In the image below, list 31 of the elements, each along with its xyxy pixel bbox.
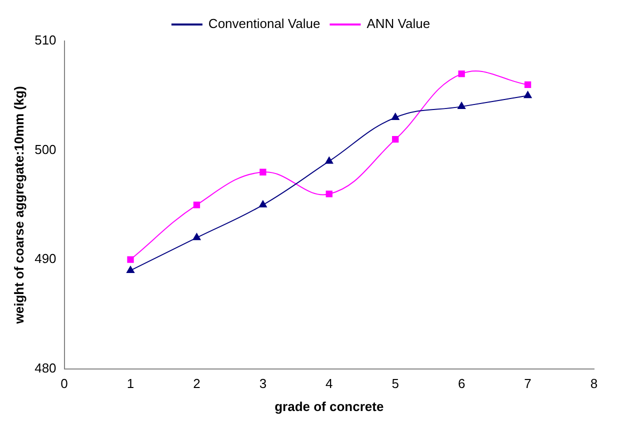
y-axis-title: weight of coarse aggregate:10mm (kg) (11, 86, 26, 325)
point (392, 136, 399, 143)
x-tick-label: 5 (392, 376, 399, 392)
x-tick-label: 6 (458, 376, 466, 392)
x-tick-label: 1 (126, 376, 134, 392)
point (326, 190, 332, 198)
y-tick-label: 480 (34, 360, 56, 376)
y-tick-label: 510 (34, 32, 56, 48)
x-tick-label: 8 (590, 376, 598, 392)
point (192, 233, 201, 240)
x-tick-label: 3 (259, 376, 267, 392)
legend-label: Conventional Value (208, 16, 320, 32)
point (325, 156, 334, 164)
point (391, 112, 400, 120)
x-tick-label: 0 (60, 376, 68, 392)
point (458, 70, 465, 78)
point (258, 200, 267, 208)
x-axis-title: grade of concrete (274, 398, 384, 414)
y-tick-label: 490 (34, 251, 56, 266)
x-tick-label: 2 (193, 376, 200, 392)
legend-label: ANN Value (366, 16, 430, 32)
point (524, 91, 532, 98)
point (260, 168, 266, 176)
point (126, 266, 134, 273)
point (458, 102, 466, 110)
y-tick-label: 500 (34, 142, 56, 157)
point (193, 202, 200, 208)
x-tick-label: 4 (326, 376, 333, 392)
point (524, 81, 532, 88)
point (127, 256, 134, 263)
x-tick-label: 7 (524, 376, 532, 392)
